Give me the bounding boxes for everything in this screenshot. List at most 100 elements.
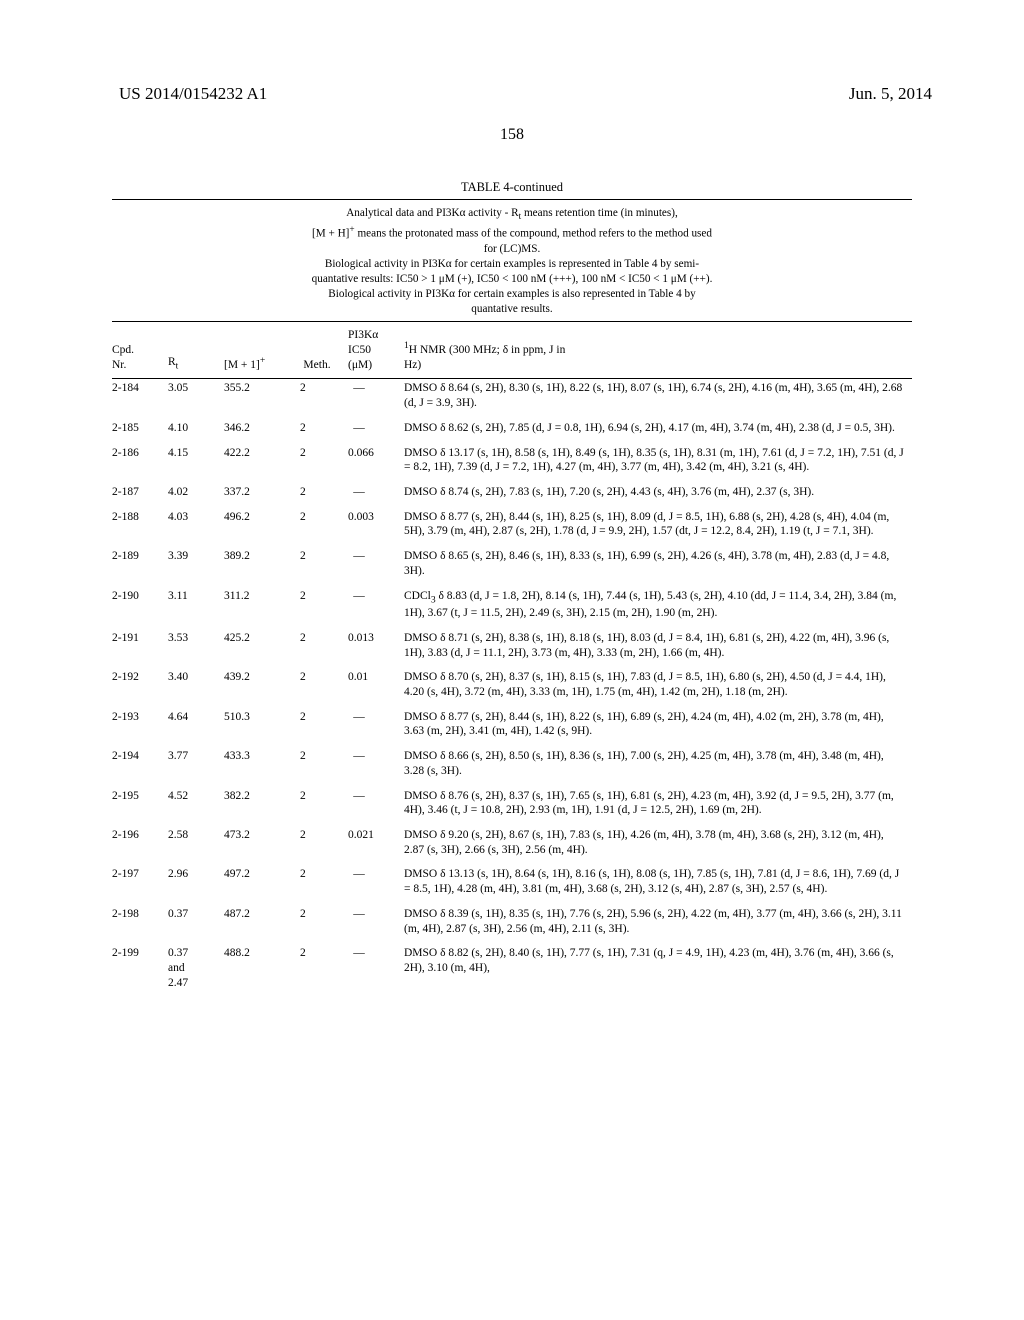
cell-nmr: DMSO δ 8.70 (s, 2H), 8.37 (s, 1H), 8.15 … [404,668,912,707]
cell-nmr: DMSO δ 8.76 (s, 2H), 8.37 (s, 1H), 7.65 … [404,787,912,826]
cell-nmr: DMSO δ 8.65 (s, 2H), 8.46 (s, 1H), 8.33 … [404,547,912,586]
cell-rt: 4.03 [168,508,224,547]
table-row: 2-1990.37and2.47488.22—DMSO δ 8.82 (s, 2… [112,944,912,998]
cell-meth: 2 [290,708,348,747]
cell-nmr: DMSO δ 13.13 (s, 1H), 8.64 (s, 1H), 8.16… [404,865,912,904]
cell-meth: 2 [290,747,348,786]
cell-rt: 4.10 [168,419,224,444]
cell-rt: 0.37 [168,905,224,944]
table-row: 2-1864.15422.220.066DMSO δ 13.17 (s, 1H)… [112,444,912,483]
cell-m1: 425.2 [224,629,290,668]
col-rt: Rt [168,322,224,379]
cell-cpd: 2-194 [112,747,168,786]
cell-cpd: 2-198 [112,905,168,944]
cell-cpd: 2-186 [112,444,168,483]
cell-cpd: 2-190 [112,587,168,629]
cell-rt: 4.02 [168,483,224,508]
cell-m1: 510.3 [224,708,290,747]
cell-rt: 2.58 [168,826,224,865]
table-body: 2-1843.05355.22—DMSO δ 8.64 (s, 2H), 8.3… [112,379,912,999]
cell-ic50: 0.066 [348,444,404,483]
data-table: Cpd.Nr. Rt [M + 1]+ Meth. PI3KαIC50(μM) … [112,321,912,998]
cell-m1: 346.2 [224,419,290,444]
cell-m1: 433.3 [224,747,290,786]
cell-ic50: — [348,747,404,786]
cell-rt: 3.05 [168,379,224,419]
cell-cpd: 2-185 [112,419,168,444]
cell-nmr: DMSO δ 8.82 (s, 2H), 8.40 (s, 1H), 7.77 … [404,944,912,998]
cell-nmr: DMSO δ 13.17 (s, 1H), 8.58 (s, 1H), 8.49… [404,444,912,483]
cell-meth: 2 [290,483,348,508]
cell-nmr: DMSO δ 8.71 (s, 2H), 8.38 (s, 1H), 8.18 … [404,629,912,668]
col-ic50: PI3KαIC50(μM) [348,322,404,379]
cell-meth: 2 [290,444,348,483]
cell-nmr: DMSO δ 8.77 (s, 2H), 8.44 (s, 1H), 8.22 … [404,708,912,747]
cell-m1: 382.2 [224,787,290,826]
table-row: 2-1884.03496.220.003DMSO δ 8.77 (s, 2H),… [112,508,912,547]
cell-m1: 487.2 [224,905,290,944]
cell-cpd: 2-187 [112,483,168,508]
cell-rt: 3.11 [168,587,224,629]
cell-nmr: DMSO δ 8.64 (s, 2H), 8.30 (s, 1H), 8.22 … [404,379,912,419]
table-row: 2-1980.37487.22—DMSO δ 8.39 (s, 1H), 8.3… [112,905,912,944]
cell-meth: 2 [290,508,348,547]
cell-rt: 3.40 [168,668,224,707]
table-row: 2-1843.05355.22—DMSO δ 8.64 (s, 2H), 8.3… [112,379,912,419]
cell-meth: 2 [290,629,348,668]
cell-nmr: DMSO δ 8.77 (s, 2H), 8.44 (s, 1H), 8.25 … [404,508,912,547]
cell-cpd: 2-196 [112,826,168,865]
cell-meth: 2 [290,826,348,865]
col-meth: Meth. [290,322,348,379]
cell-ic50: — [348,483,404,508]
cell-m1: 389.2 [224,547,290,586]
cell-cpd: 2-199 [112,944,168,998]
cell-m1: 355.2 [224,379,290,419]
cell-ic50: — [348,419,404,444]
cell-rt: 4.64 [168,708,224,747]
cell-cpd: 2-191 [112,629,168,668]
cell-nmr: DMSO δ 8.62 (s, 2H), 7.85 (d, J = 0.8, 1… [404,419,912,444]
table-title: TABLE 4-continued [112,180,912,195]
cell-m1: 497.2 [224,865,290,904]
page-number: 158 [0,126,1024,144]
cell-meth: 2 [290,419,348,444]
table-header-row: Cpd.Nr. Rt [M + 1]+ Meth. PI3KαIC50(μM) … [112,322,912,379]
cell-rt: 0.37and2.47 [168,944,224,998]
cell-ic50: — [348,547,404,586]
table-row: 2-1893.39389.22—DMSO δ 8.65 (s, 2H), 8.4… [112,547,912,586]
cell-m1: 311.2 [224,587,290,629]
cell-rt: 4.52 [168,787,224,826]
cell-ic50: — [348,865,404,904]
cell-ic50: 0.013 [348,629,404,668]
cell-rt: 4.15 [168,444,224,483]
cell-cpd: 2-193 [112,708,168,747]
cell-meth: 2 [290,787,348,826]
cell-ic50: 0.021 [348,826,404,865]
cell-meth: 2 [290,668,348,707]
cell-nmr: DMSO δ 8.39 (s, 1H), 8.35 (s, 1H), 7.76 … [404,905,912,944]
cell-meth: 2 [290,587,348,629]
table-row: 2-1923.40439.220.01DMSO δ 8.70 (s, 2H), … [112,668,912,707]
cell-m1: 439.2 [224,668,290,707]
table-row: 2-1903.11311.22—CDCl3 δ 8.83 (d, J = 1.8… [112,587,912,629]
cell-nmr: CDCl3 δ 8.83 (d, J = 1.8, 2H), 8.14 (s, … [404,587,912,629]
cell-ic50: 0.01 [348,668,404,707]
cell-nmr: DMSO δ 8.66 (s, 2H), 8.50 (s, 1H), 8.36 … [404,747,912,786]
cell-ic50: — [348,944,404,998]
table-row: 2-1934.64510.32—DMSO δ 8.77 (s, 2H), 8.4… [112,708,912,747]
cell-meth: 2 [290,944,348,998]
cell-meth: 2 [290,865,348,904]
cell-rt: 3.77 [168,747,224,786]
table-row: 2-1854.10346.22—DMSO δ 8.62 (s, 2H), 7.8… [112,419,912,444]
cell-m1: 488.2 [224,944,290,998]
publication-date: Jun. 5, 2014 [849,84,932,104]
cell-nmr: DMSO δ 9.20 (s, 2H), 8.67 (s, 1H), 7.83 … [404,826,912,865]
cell-meth: 2 [290,905,348,944]
cell-rt: 2.96 [168,865,224,904]
table-row: 2-1962.58473.220.021DMSO δ 9.20 (s, 2H),… [112,826,912,865]
cell-cpd: 2-184 [112,379,168,419]
cell-m1: 496.2 [224,508,290,547]
table-row: 2-1874.02337.22—DMSO δ 8.74 (s, 2H), 7.8… [112,483,912,508]
cell-cpd: 2-197 [112,865,168,904]
cell-ic50: — [348,587,404,629]
